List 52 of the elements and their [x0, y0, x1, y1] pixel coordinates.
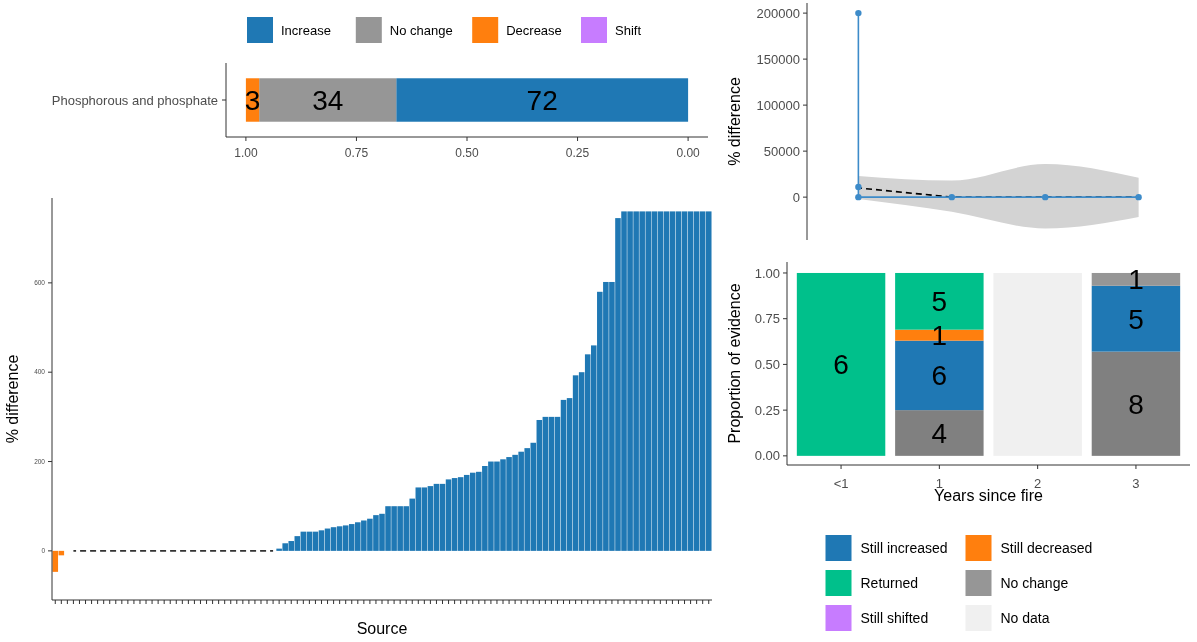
- bar: [396, 78, 689, 122]
- annotation: 5: [1128, 303, 1144, 335]
- annotation: 3: [244, 85, 261, 117]
- point: [855, 9, 862, 17]
- x-axis-title: Source: [356, 620, 408, 637]
- point: [855, 193, 862, 201]
- point: [948, 193, 955, 201]
- point: [1042, 193, 1049, 201]
- y-tick-label: 200000: [756, 5, 800, 21]
- x-tick-label: 0.25: [565, 146, 590, 160]
- y-tick-label: 100000: [756, 97, 800, 113]
- annotation: 5: [931, 286, 948, 318]
- legend-label: No change: [389, 22, 453, 38]
- annotation: 6: [833, 349, 849, 381]
- legend-label: Shift: [615, 22, 642, 38]
- legend-label: Still increased: [860, 539, 948, 556]
- y-tick-label: 150000: [756, 51, 800, 67]
- x-tick-label: 1.00: [234, 146, 258, 160]
- y-tick-label: 0.00: [754, 448, 780, 464]
- bar: [895, 410, 984, 456]
- y-tick-label: 0.25: [754, 402, 780, 418]
- annotation: 4: [931, 418, 948, 450]
- annotation: 72: [526, 85, 558, 117]
- point: [855, 183, 862, 191]
- y-tick-label: 0.50: [754, 356, 780, 372]
- y-tick-label: 0.75: [754, 311, 780, 327]
- legend-label: Still decreased: [1000, 539, 1093, 556]
- bar: [1091, 351, 1181, 456]
- y-tick-label: 50000: [763, 143, 800, 159]
- legend-label: Returned: [860, 574, 919, 591]
- y-axis-title: % difference: [726, 77, 743, 166]
- annotation: 8: [1128, 388, 1144, 420]
- x-tick-label: 0.75: [344, 146, 369, 160]
- y-axis-title: Proportion of evidence: [726, 283, 743, 444]
- legend-label: No data: [1000, 609, 1050, 626]
- y-tick-label: Phosphorous and phosphate: [51, 92, 218, 108]
- point: [1135, 193, 1142, 201]
- x-tick-label: 0.00: [676, 146, 701, 160]
- legend-label: No change: [1000, 574, 1069, 591]
- annotation: 34: [312, 85, 344, 117]
- y-tick-label: 0: [792, 189, 800, 205]
- x-tick-label: <1: [833, 476, 849, 491]
- legend-label: Decrease: [506, 22, 562, 38]
- annotation: 6: [931, 360, 948, 392]
- bar: [259, 78, 397, 122]
- y-tick-label: 1.00: [754, 265, 780, 281]
- legend-label: Still shifted: [860, 609, 929, 626]
- x-tick-label: 0.50: [455, 146, 479, 160]
- legend-label: Increase: [281, 22, 331, 38]
- x-tick-label: 3: [1132, 476, 1140, 491]
- bar: [796, 272, 886, 456]
- y-axis-title: % difference: [4, 354, 21, 444]
